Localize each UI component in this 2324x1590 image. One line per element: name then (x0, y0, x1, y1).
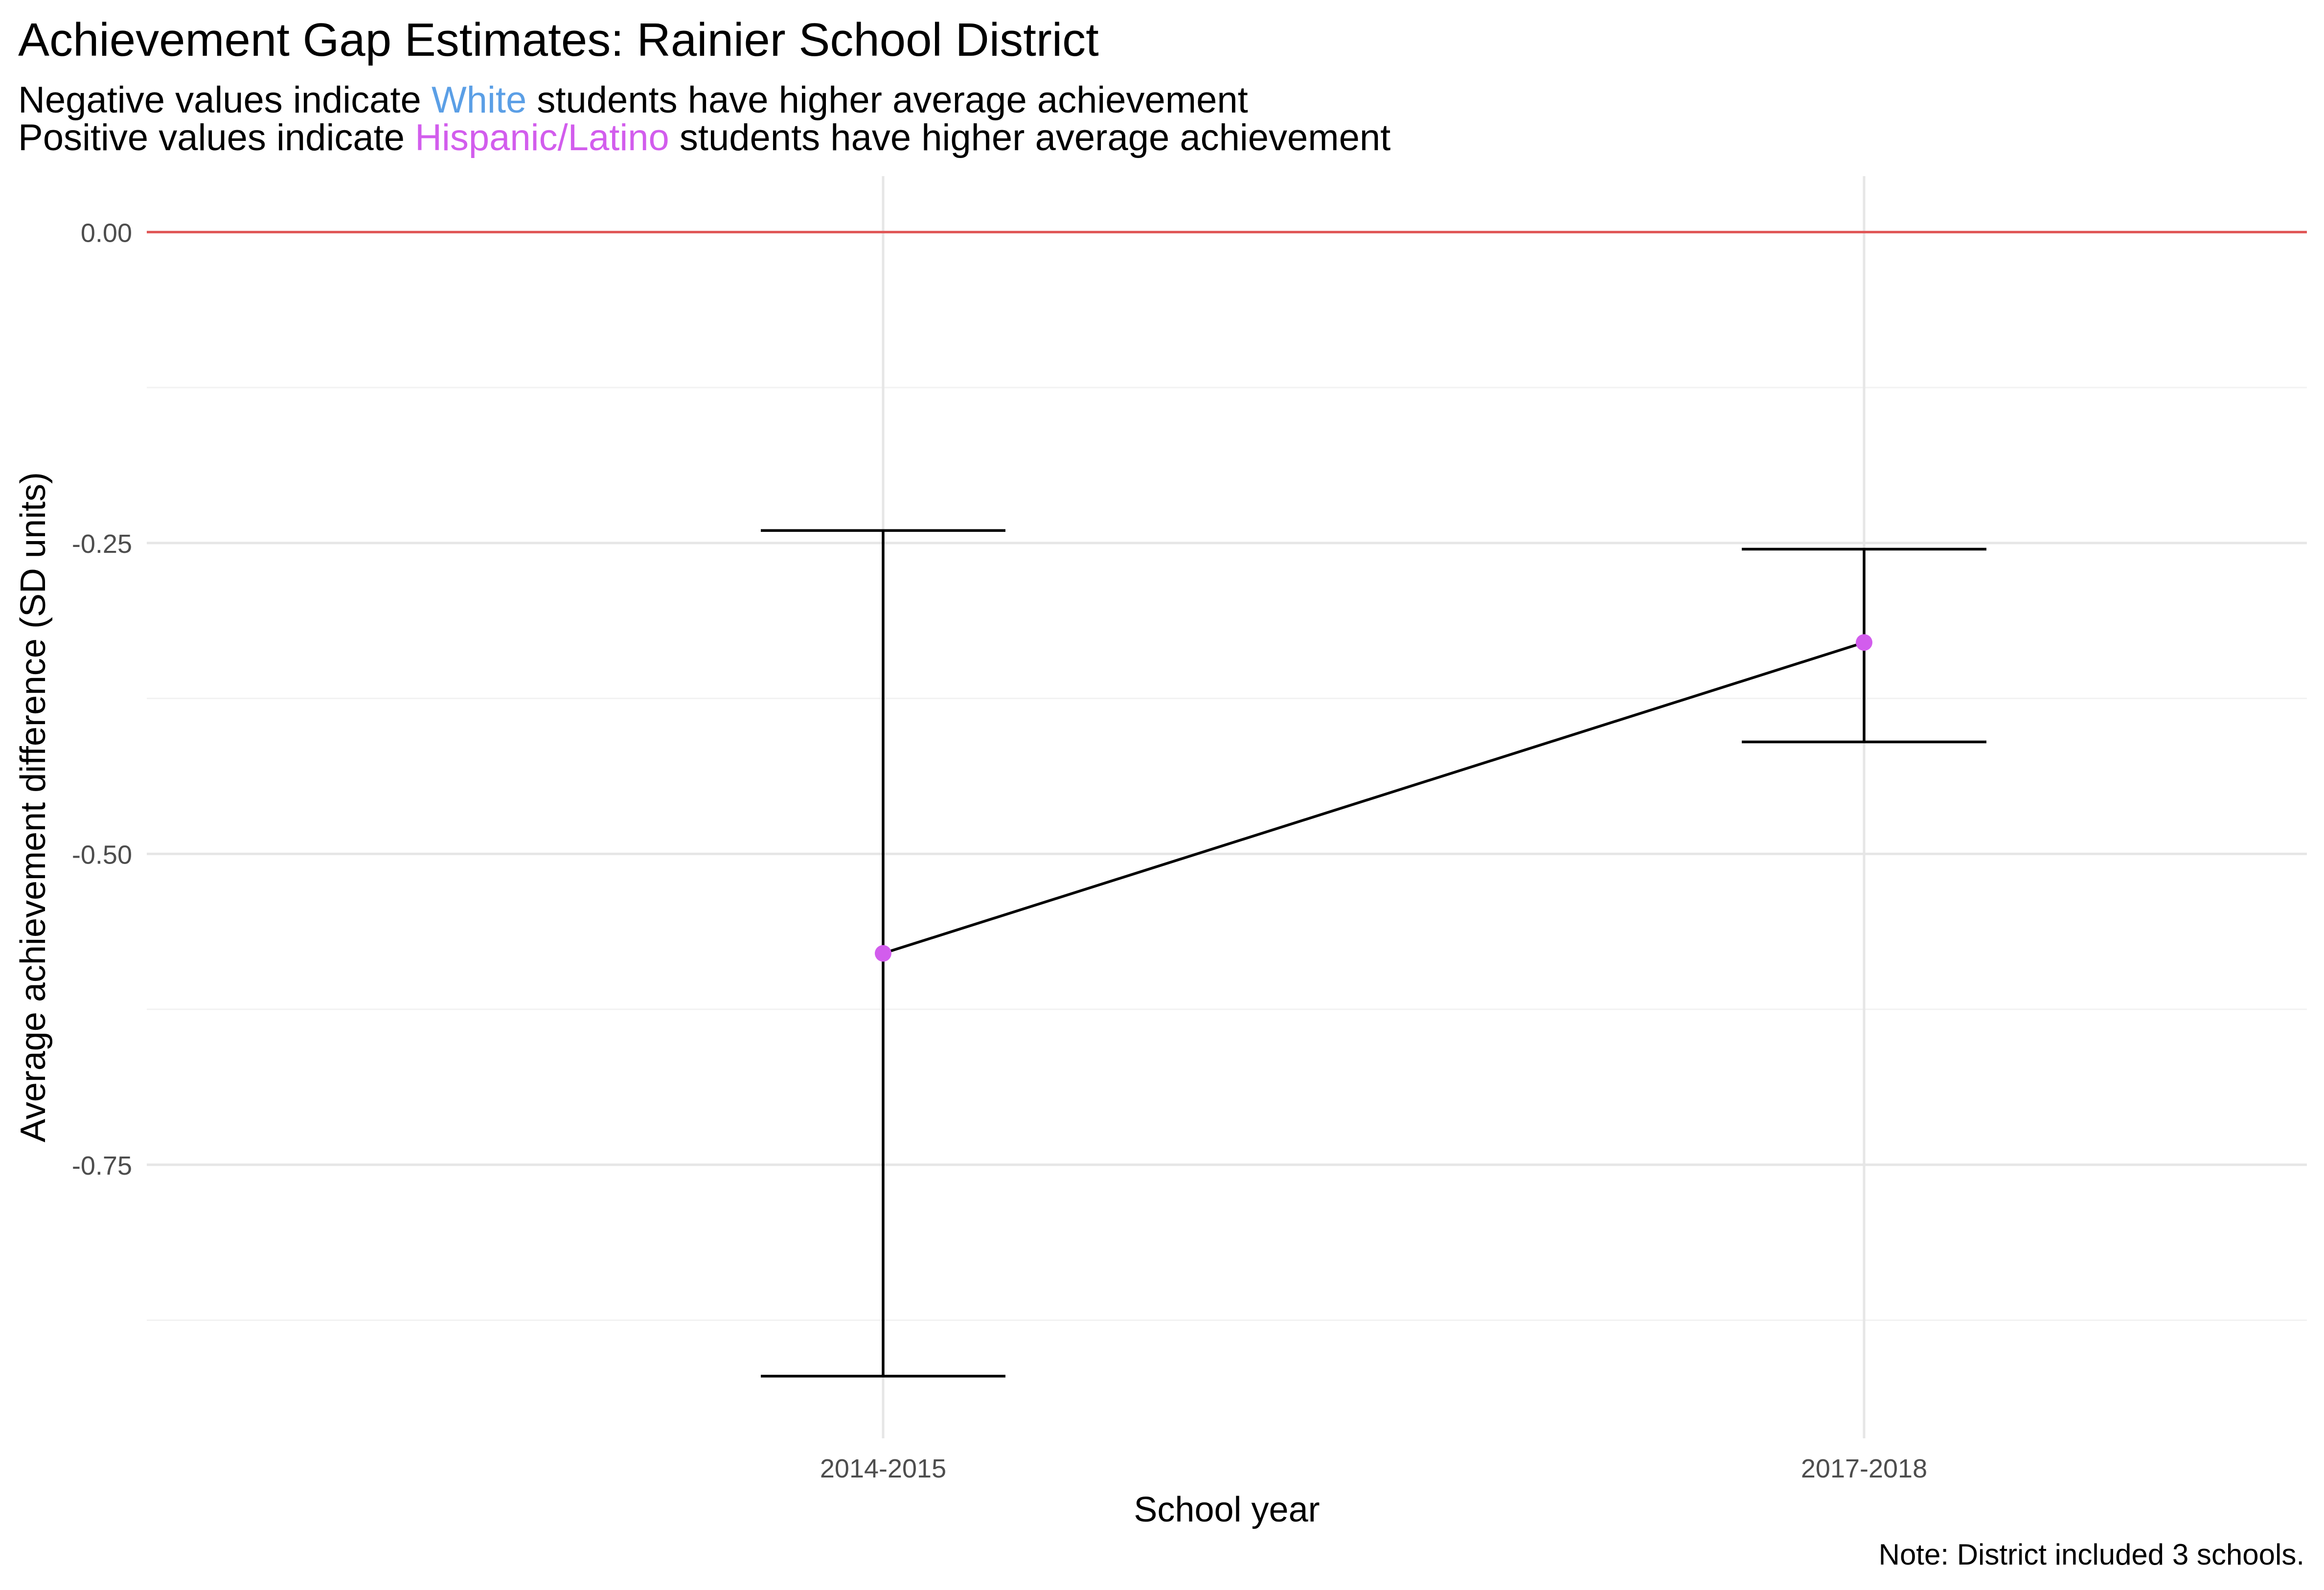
subtitle-positive-prefix: Positive values indicate (18, 117, 415, 159)
y-tick-label: -0.25 (72, 529, 132, 559)
y-tick-label: 0.00 (81, 218, 132, 248)
subtitle-negative-prefix: Negative values indicate (18, 79, 432, 121)
chart-caption: Note: District included 3 schools. (1878, 1538, 2304, 1571)
x-tick-label: 2017-2018 (1801, 1454, 1927, 1483)
subtitle-white-highlight: White (431, 79, 527, 121)
subtitle-positive: Positive values indicate Hispanic/Latino… (18, 116, 1390, 160)
y-tick-label: -0.75 (72, 1151, 132, 1181)
subtitle-negative-suffix: students have higher average achievement (526, 79, 1248, 121)
subtitle-negative: Negative values indicate White students … (18, 78, 1248, 122)
chart-title: Achievement Gap Estimates: Rainier Schoo… (18, 14, 1099, 66)
data-point (1856, 634, 1872, 651)
series-line (883, 641, 1865, 955)
y-axis-title: Average achievement difference (SD units… (14, 472, 53, 1142)
x-tick-label: 2014-2015 (820, 1454, 946, 1483)
subtitle-hispanic-highlight: Hispanic/Latino (415, 117, 669, 159)
data-point (875, 945, 891, 962)
y-tick-label: -0.50 (72, 840, 132, 869)
x-axis-title: School year (1134, 1490, 1320, 1529)
subtitle-positive-suffix: students have higher average achievement (669, 117, 1391, 159)
